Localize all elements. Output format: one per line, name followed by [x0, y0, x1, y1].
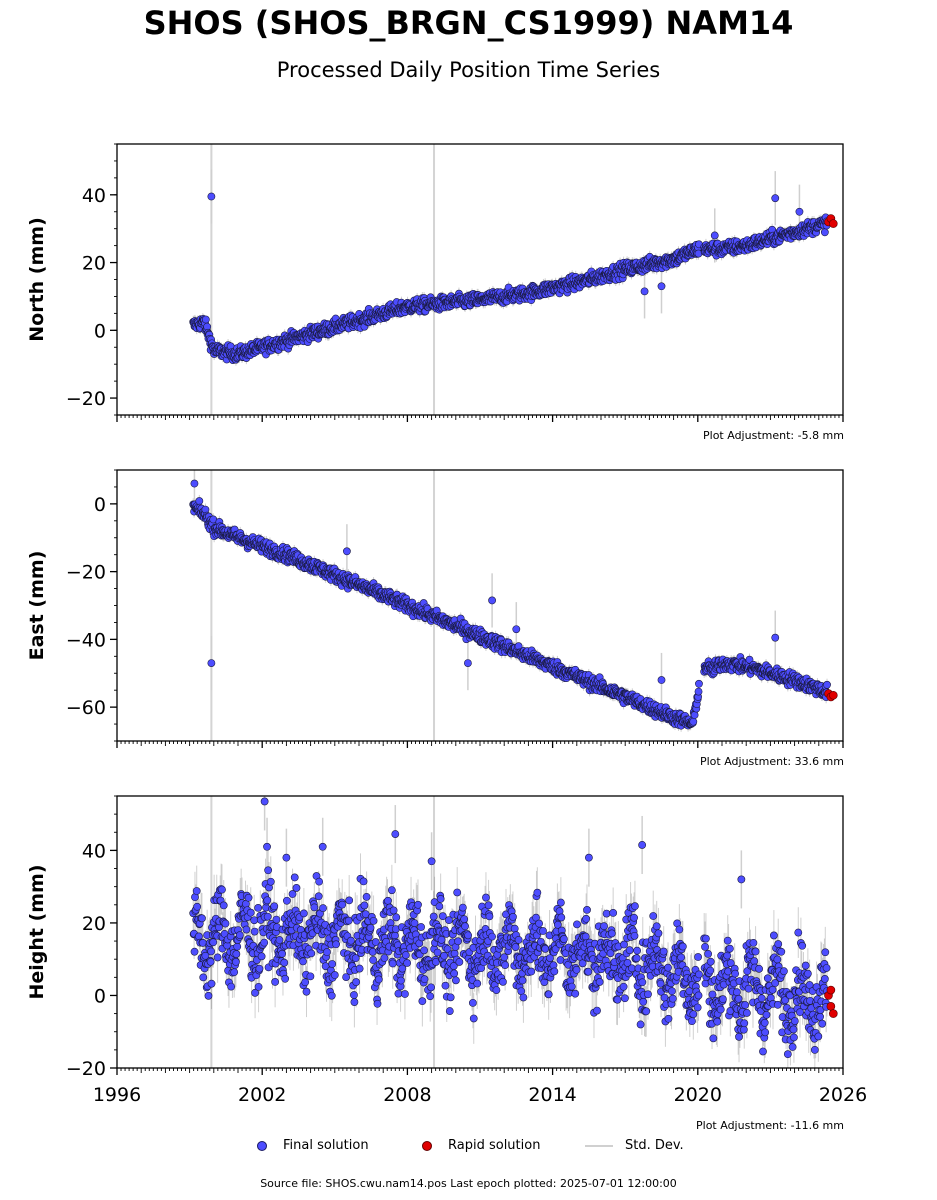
north-final-point [795, 207, 804, 216]
east-final-point [695, 679, 703, 688]
east-final-point [207, 659, 216, 667]
north-y-tick-label: 20 [82, 253, 106, 275]
east-final-point [745, 655, 754, 664]
north-frame [116, 143, 844, 416]
east-final-points [189, 479, 831, 730]
north-y-tick-label: 0 [94, 320, 106, 342]
east-final-point [488, 596, 496, 605]
north-y-tick-label: −20 [66, 388, 106, 410]
north-y-tick-label: 40 [82, 185, 106, 207]
east-final-point [657, 676, 666, 684]
north-final-point [710, 231, 719, 240]
east-final-point [463, 659, 472, 667]
east-y-tick-label: −20 [66, 562, 106, 584]
east-final-point [342, 547, 351, 556]
north-final-point [640, 287, 649, 296]
east-final-point [771, 633, 780, 642]
north-final-point [201, 315, 210, 324]
east-final-point [190, 479, 199, 488]
east-y-tick-label: −60 [66, 697, 106, 719]
north-final-point [207, 192, 216, 201]
east-final-point [690, 711, 699, 719]
east-y-axis-label: East (mm) [26, 551, 48, 661]
east-final-point [195, 497, 204, 505]
north-final-point [657, 282, 666, 291]
east-frame [116, 469, 844, 742]
north-final-point [771, 194, 780, 203]
east-final-point [512, 625, 521, 634]
east-final-point [823, 680, 831, 689]
north-final-points [189, 192, 831, 364]
east-stddev-bars [192, 494, 828, 732]
east-rapid-point [829, 690, 838, 700]
north-rapid-point [829, 219, 838, 228]
north-y-axis-label: North (mm) [26, 217, 48, 342]
chart-subtitle: Processed Daily Position Time Series [276, 58, 661, 82]
east-y-tick-label: −40 [66, 629, 106, 651]
north-final-point [820, 228, 829, 237]
east-y-tick-label: 0 [94, 494, 106, 516]
east-final-point [694, 687, 703, 696]
east-final-point [689, 717, 698, 726]
chart-title: SHOS (SHOS_BRGN_CS1999) NAM14 [143, 4, 794, 42]
